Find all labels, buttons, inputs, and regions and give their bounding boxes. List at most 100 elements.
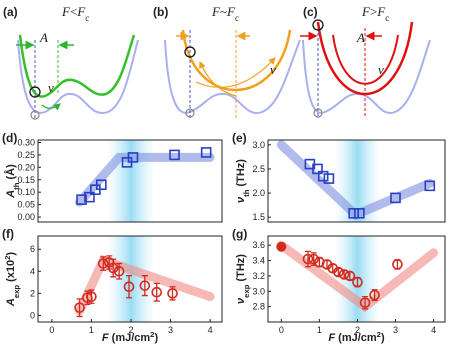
data-point — [113, 265, 125, 277]
data-point — [127, 152, 139, 163]
data-point — [151, 286, 163, 298]
data-point — [97, 258, 109, 269]
panel-label: (e) — [232, 131, 247, 145]
schematic-a — [16, 34, 139, 120]
text-part: (x10 — [5, 260, 17, 285]
text-part: F — [361, 4, 371, 19]
data-point — [86, 291, 97, 302]
condition: F~Fc — [211, 4, 239, 23]
data-point — [139, 280, 151, 291]
text-part: ) — [5, 252, 17, 256]
plot-frame — [37, 235, 223, 323]
data-point — [369, 289, 380, 301]
data-point — [392, 259, 403, 270]
text-part: ) — [381, 332, 385, 344]
data-point — [76, 194, 87, 205]
y-tick-label: 3.2 — [252, 271, 265, 281]
text-part: c — [235, 13, 239, 23]
panel-label: (a) — [3, 5, 18, 19]
plot-frame — [37, 139, 223, 223]
text-part: 2 — [150, 330, 154, 339]
text-part: (mJ/cm — [109, 332, 151, 344]
data-point — [302, 253, 314, 265]
y-tick-label: 0.20 — [17, 162, 35, 172]
x-tick-label: 3 — [168, 325, 173, 335]
y-tick-label: 2.0 — [252, 188, 265, 198]
data-point — [169, 149, 180, 161]
data-point — [107, 262, 119, 274]
y-tick-label: 2.5 — [252, 164, 265, 174]
y-tick-label: 0.30 — [17, 137, 35, 147]
x-tick-label: 0 — [279, 325, 284, 335]
text-part: 2 — [377, 330, 381, 339]
error-bar — [153, 282, 160, 302]
x-tick-label: 2 — [128, 325, 133, 335]
data-point — [352, 276, 363, 288]
data-point — [344, 270, 356, 282]
plot-frame — [267, 139, 446, 223]
y-tick-label: 0.25 — [17, 150, 35, 160]
data-point — [96, 179, 107, 191]
data-point — [359, 297, 371, 309]
y-tick-label: 2 — [30, 288, 35, 298]
data-point — [424, 180, 436, 192]
text-part: F — [61, 4, 71, 19]
condition: F>Fc — [361, 4, 389, 23]
text-part: ) — [154, 332, 158, 344]
y-tick-label: 3.4 — [252, 256, 265, 266]
text-part: exp — [12, 285, 21, 299]
y-tick-label: 3.6 — [252, 240, 265, 250]
filled-point — [276, 241, 287, 252]
text-part: F — [76, 4, 86, 19]
text-part: (Å) — [4, 164, 17, 183]
panel-label: (f) — [2, 227, 14, 241]
text-part: ν — [235, 196, 247, 203]
text-part: (THz) — [235, 159, 247, 190]
text-part: 2 — [3, 256, 12, 260]
text-part: < — [70, 4, 77, 19]
y-tick-label: 3.0 — [252, 140, 265, 150]
frequency-label: ν — [270, 62, 276, 77]
data-point — [84, 191, 95, 203]
text-part: (THz) — [235, 254, 247, 285]
x-tick-label: 4 — [431, 325, 436, 335]
text-part: c — [85, 13, 89, 23]
data-point — [338, 269, 350, 280]
plot-frame — [267, 235, 446, 323]
y-tick-label: 3.0 — [252, 286, 265, 296]
y-tick-label: 2.8 — [252, 302, 265, 312]
data-point — [308, 253, 319, 265]
amplitude-label: A — [39, 30, 48, 45]
x-tick-label: 4 — [208, 325, 213, 335]
panel-label: (d) — [2, 131, 17, 145]
data-point — [312, 163, 323, 175]
text-part: th — [242, 189, 251, 197]
x-tick-label: 1 — [89, 325, 94, 335]
amplitude-label: A — [356, 30, 365, 45]
text-part: F — [226, 4, 236, 19]
x-tick-label: 2 — [355, 325, 360, 335]
panel-label: (g) — [232, 227, 247, 241]
error-bar — [76, 298, 83, 318]
text-part: c — [385, 13, 389, 23]
text-part: A — [5, 298, 17, 307]
x-tick-label: 3 — [393, 325, 398, 335]
data-point — [314, 256, 325, 268]
text-part: th — [12, 182, 21, 190]
text-part: exp — [242, 284, 251, 298]
data-point — [123, 281, 135, 293]
data-point — [200, 147, 212, 158]
condition: F<Fc — [61, 4, 89, 23]
y-tick-label: 0.10 — [17, 187, 35, 197]
text-part: ν — [235, 297, 247, 304]
x-axis-label: F (mJ/cm2) — [328, 330, 385, 345]
text-part: A — [5, 190, 17, 199]
data-point — [167, 288, 178, 299]
text-part: F — [328, 332, 335, 344]
data-point — [323, 173, 335, 184]
data-point — [390, 192, 401, 204]
y-tick-label: 0.00 — [17, 212, 35, 222]
error-bar — [141, 275, 148, 297]
x-axis-label: F (mJ/cm2) — [102, 330, 159, 345]
